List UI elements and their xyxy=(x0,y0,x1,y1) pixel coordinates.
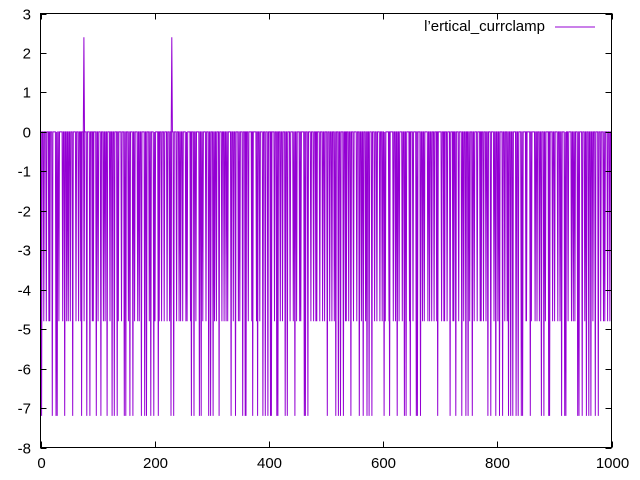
x-tick-label: 200 xyxy=(143,455,168,472)
y-tick-label: 3 xyxy=(23,7,31,24)
y-tick-label: -3 xyxy=(18,243,31,260)
y-tick-label: -5 xyxy=(18,322,31,339)
x-tick-label: 800 xyxy=(485,455,510,472)
y-tick-label: 0 xyxy=(23,125,31,142)
y-tick-label: -1 xyxy=(18,164,31,181)
series-layer xyxy=(40,37,611,416)
y-tick-label: -4 xyxy=(18,283,31,300)
legend-label: l’ertical_currclamp xyxy=(424,18,545,35)
series-line xyxy=(40,37,611,416)
y-tick-label: -6 xyxy=(18,362,31,379)
y-tick-label: 1 xyxy=(23,85,31,102)
y-tick-label: 2 xyxy=(23,46,31,63)
y-tick-label: -7 xyxy=(18,401,31,418)
x-tick-label: 0 xyxy=(37,455,45,472)
axes-layer: 0 200 400 600 800 1000 3 2 1 0 -1 -2 -3 -4 -5 -6 -7 -8 xyxy=(18,7,630,473)
legend: l’ertical_currclamp xyxy=(424,18,595,35)
plot-frame xyxy=(40,13,612,448)
x-tick-label: 600 xyxy=(371,455,396,472)
y-tick-label: -8 xyxy=(18,441,31,458)
x-tick-label: 1000 xyxy=(596,455,629,472)
x-tick-label: 400 xyxy=(257,455,282,472)
y-tick-label: -2 xyxy=(18,204,31,221)
